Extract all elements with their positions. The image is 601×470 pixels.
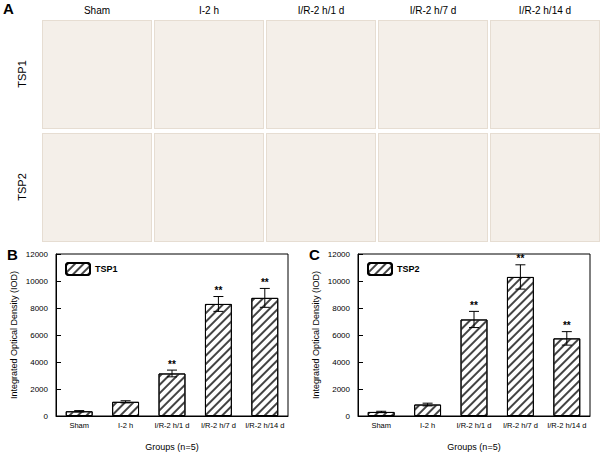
svg-text:2000: 2000: [332, 385, 350, 394]
svg-text:**: **: [215, 285, 223, 296]
svg-text:Groups (n=5): Groups (n=5): [145, 442, 198, 452]
svg-text:TSP2: TSP2: [397, 264, 420, 274]
svg-text:**: **: [261, 277, 269, 288]
html-text:Sham: Sham: [83, 5, 111, 16]
svg-text:I/R-2 h/7 d: I/R-2 h/7 d: [503, 421, 538, 430]
svg-text:Sham: Sham: [371, 421, 391, 430]
svg-text:Groups (n=5): Groups (n=5): [447, 442, 500, 452]
svg-text:6000: 6000: [332, 331, 350, 340]
svg-text:B: B: [7, 246, 18, 263]
html-text:I/R-2 h/7 d: I/R-2 h/7 d: [409, 5, 457, 16]
html-text:I/R-2 h/1 d: I/R-2 h/1 d: [297, 5, 345, 16]
svg-text:4000: 4000: [332, 358, 350, 367]
svg-text:Integrated Optical Density (IO: Integrated Optical Density (IOD): [311, 271, 321, 399]
svg-text:I/R-2 h/14 d: I/R-2 h/14 d: [547, 421, 586, 430]
svg-text:Sham: Sham: [69, 421, 89, 430]
svg-text:**: **: [470, 300, 478, 311]
html-text:TSP2: TSP2: [16, 172, 28, 201]
svg-text:2000: 2000: [30, 385, 48, 394]
svg-text:6000: 6000: [30, 331, 48, 340]
svg-text:0: 0: [346, 412, 351, 421]
html-text:I-2 h: I-2 h: [199, 5, 219, 16]
svg-text:I-2 h: I-2 h: [118, 421, 133, 430]
svg-text:**: **: [168, 359, 176, 370]
svg-text:TSP1: TSP1: [95, 264, 118, 274]
html-text:I/R-2 h/14 d: I/R-2 h/14 d: [518, 5, 572, 16]
svg-text:0: 0: [44, 412, 49, 421]
svg-text:12000: 12000: [328, 250, 351, 259]
svg-text:**: **: [563, 320, 571, 331]
svg-text:8000: 8000: [332, 304, 350, 313]
html-text:A: A: [3, 0, 14, 17]
svg-text:10000: 10000: [26, 277, 49, 286]
svg-text:I/R-2 h/7 d: I/R-2 h/7 d: [201, 421, 236, 430]
svg-text:I/R-2 h/1 d: I/R-2 h/1 d: [154, 421, 189, 430]
svg-text:4000: 4000: [30, 358, 48, 367]
svg-text:8000: 8000: [30, 304, 48, 313]
svg-text:I/R-2 h/14 d: I/R-2 h/14 d: [245, 421, 284, 430]
svg-text:I/R-2 h/1 d: I/R-2 h/1 d: [456, 421, 491, 430]
svg-text:10000: 10000: [328, 277, 351, 286]
svg-text:I-2 h: I-2 h: [420, 421, 435, 430]
svg-text:**: **: [517, 253, 525, 264]
svg-text:Integrated Optical Density (IO: Integrated Optical Density (IOD): [9, 271, 19, 399]
html-text:TSP1: TSP1: [16, 59, 28, 88]
svg-text:C: C: [309, 246, 320, 263]
svg-text:12000: 12000: [26, 250, 49, 259]
